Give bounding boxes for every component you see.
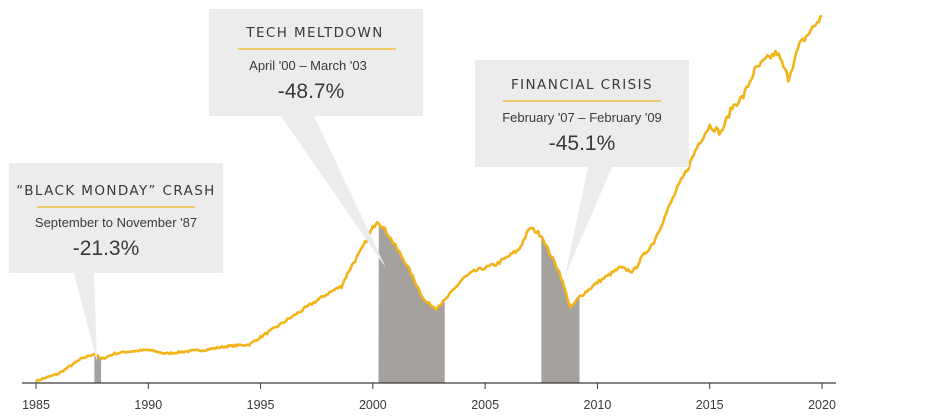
x-tick-label: 2000 [359, 398, 387, 412]
callout-period: September to November '87 [35, 215, 197, 230]
downturn-shade-0 [94, 353, 102, 383]
callout-box [475, 60, 689, 167]
callout-financial-crisis: FINANCIAL CRISIS February '07 – February… [475, 60, 689, 167]
x-axis-ticks: 1985 1990 1995 2000 2005 2010 2015 2020 [22, 383, 836, 412]
price-line [34, 14, 823, 383]
callout-tech-meltdown: TECH MELTDOWN April '00 – March '03 -48.… [209, 9, 423, 116]
callout-period: February '07 – February '09 [502, 110, 662, 125]
callout-value: -48.7% [278, 80, 345, 103]
callout-box [9, 163, 223, 273]
callout-title: FINANCIAL CRISIS [511, 77, 653, 93]
x-tick-label: 2015 [696, 398, 724, 412]
callout-pointer-tech-meltdown [281, 116, 386, 268]
downturn-shading [94, 223, 580, 383]
callout-value: -45.1% [549, 132, 616, 155]
x-tick-label: 1990 [134, 398, 162, 412]
x-tick-label: 2020 [808, 398, 836, 412]
callout-pointer-black-monday [74, 273, 97, 362]
downturn-shade-2 [541, 236, 580, 383]
callout-box [209, 9, 423, 116]
x-tick-label: 1985 [22, 398, 50, 412]
callout-black-monday: “BLACK MONDAY” CRASH September to Novemb… [9, 163, 223, 273]
callout-value: -21.3% [73, 237, 140, 260]
x-tick-label: 1995 [247, 398, 275, 412]
x-tick-label: 2005 [471, 398, 499, 412]
x-tick-label: 2010 [584, 398, 612, 412]
callout-period: April '00 – March '03 [249, 58, 367, 73]
callout-pointer-financial-crisis [565, 167, 612, 276]
callout-title: TECH MELTDOWN [245, 25, 383, 41]
callout-title: “BLACK MONDAY” CRASH [16, 183, 215, 199]
downturn-shade-1 [378, 223, 445, 383]
